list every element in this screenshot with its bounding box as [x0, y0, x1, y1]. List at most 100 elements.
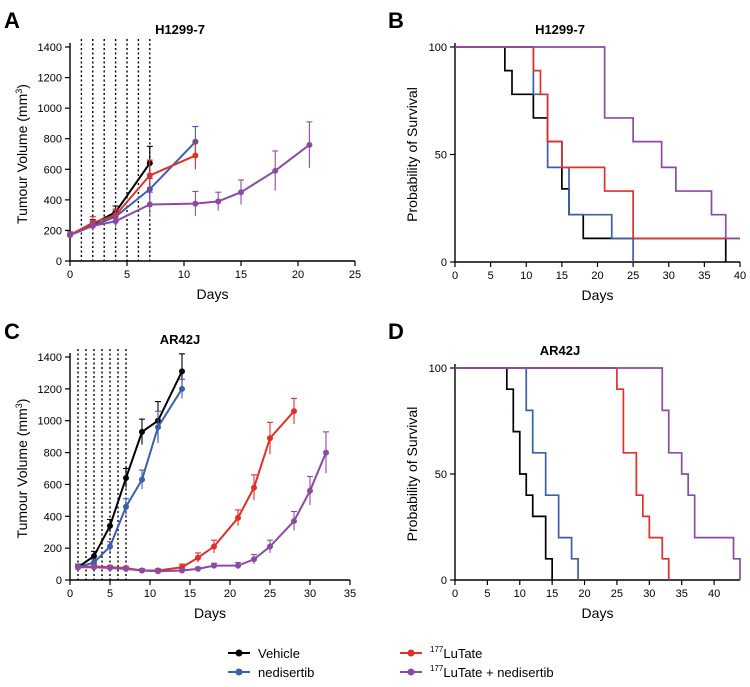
x-axis-label: Days	[582, 605, 614, 621]
y-tick-label: 200	[44, 225, 62, 237]
y-axis-label-text: Probability of Survival	[404, 87, 420, 222]
legend-label-text: LuTate + nedisertib	[443, 665, 553, 680]
data-point	[179, 567, 185, 574]
series-nedisertib	[75, 378, 185, 571]
data-point	[123, 565, 129, 572]
data-point	[91, 564, 97, 571]
data-point	[123, 475, 129, 482]
panel-C: C AR42J 0 5 10 15 20 25 30 35 0 200 400 600 800 1000 120…	[4, 319, 356, 621]
legend-label-sup: 177	[430, 645, 444, 654]
y-tick-label: 1000	[38, 416, 62, 428]
data-point	[251, 484, 257, 491]
legend-label-text: LuTate	[443, 646, 482, 661]
y-axis-label-text: Tumour Volume (mm	[14, 408, 30, 538]
y-axis-label: Probability of Survival	[404, 87, 420, 222]
legend-swatch-marker	[407, 649, 415, 657]
y-axis-label-sup: 3	[14, 89, 24, 94]
data-point	[238, 189, 244, 196]
data-point	[123, 503, 129, 510]
legend-label: nedisertib	[258, 665, 314, 680]
chart-title: AR42J	[160, 332, 200, 347]
panel-letter: B	[388, 8, 404, 33]
panel-letter: D	[388, 319, 404, 344]
y-tick-label: 800	[44, 134, 62, 146]
series-line-vehicle	[77, 370, 183, 569]
data-point	[267, 543, 273, 550]
x-axis-label: Days	[582, 287, 614, 303]
y-tick-label: 0	[441, 257, 447, 269]
survival-curve-nedisertib	[455, 367, 579, 580]
data-point	[91, 553, 97, 560]
data-point	[211, 543, 217, 550]
y-tick-label: 1400	[38, 42, 62, 54]
series-lutate	[455, 46, 740, 240]
data-point	[107, 543, 113, 550]
data-point	[89, 222, 96, 229]
series-combo	[455, 367, 741, 580]
y-tick-label: 200	[44, 543, 62, 555]
y-tick-label: 100	[429, 42, 447, 54]
data-point	[306, 141, 313, 148]
x-tick-label: 30	[663, 270, 675, 282]
x-tick-label: 15	[546, 588, 558, 600]
series-combo	[75, 431, 329, 575]
data-point	[155, 424, 161, 431]
y-tick-label: 400	[44, 511, 62, 523]
y-tick-label: 400	[44, 195, 62, 207]
data-point	[323, 449, 329, 456]
y-axis-label-sup: 3	[14, 403, 24, 408]
series-vehicle	[455, 46, 727, 262]
data-point	[139, 476, 145, 483]
survival-curve-lutate	[455, 367, 670, 580]
x-tick-label: 35	[676, 588, 688, 600]
panel-letter: C	[4, 319, 20, 344]
series-vehicle	[67, 145, 153, 239]
x-tick-label: 0	[67, 269, 73, 281]
chart-title: AR42J	[540, 343, 580, 358]
data-point	[112, 218, 119, 225]
x-tick-label: 30	[304, 588, 316, 600]
series-nedisertib	[455, 367, 579, 580]
series-vehicle	[455, 367, 554, 580]
data-point	[192, 200, 199, 207]
x-tick-label: 0	[452, 588, 458, 600]
y-tick-label: 0	[56, 575, 62, 587]
series-lutate	[455, 367, 670, 580]
data-point	[75, 564, 81, 571]
x-tick-label: 40	[734, 270, 746, 282]
y-tick-label: 50	[435, 150, 447, 162]
survival-curve-nedisertib	[455, 46, 634, 262]
data-point	[179, 385, 185, 392]
data-point	[291, 518, 297, 525]
series-line-lutate	[69, 154, 196, 236]
y-tick-label: 0	[56, 256, 62, 268]
x-tick-label: 5	[488, 270, 494, 282]
data-point	[139, 428, 145, 435]
survival-curve-combo	[455, 46, 740, 240]
y-axis-label: Probability of Survival	[404, 407, 420, 542]
y-axis-label: Tumour Volume (mm3)	[14, 84, 30, 224]
panel-A: A H1299-7 0 5 10 15 20 25 0 200 400 600 800 1000 1200 1…	[4, 8, 361, 302]
y-axis-label-end: )	[14, 84, 30, 89]
y-tick-label: 100	[429, 363, 447, 375]
x-tick-label: 40	[708, 588, 720, 600]
data-point	[211, 562, 217, 569]
x-tick-label: 15	[556, 270, 568, 282]
survival-curve-lutate	[455, 46, 740, 240]
legend-label-sup: 177	[430, 664, 444, 673]
y-axis-label-text: Tumour Volume (mm	[14, 94, 30, 224]
survival-curve-vehicle	[455, 367, 554, 580]
x-tick-label: 5	[484, 588, 490, 600]
x-tick-label: 0	[67, 588, 73, 600]
x-tick-label: 10	[144, 588, 156, 600]
data-point	[107, 522, 113, 529]
data-point	[179, 368, 185, 375]
data-point	[139, 567, 145, 574]
y-tick-label: 1400	[38, 352, 62, 364]
series-line-nedisertib	[77, 388, 183, 569]
legend-item-vehicle: Vehicle	[228, 646, 300, 661]
chart-title: H1299-7	[155, 22, 205, 37]
legend-item-lutate: 177LuTate	[400, 645, 482, 661]
x-tick-label: 30	[643, 588, 655, 600]
